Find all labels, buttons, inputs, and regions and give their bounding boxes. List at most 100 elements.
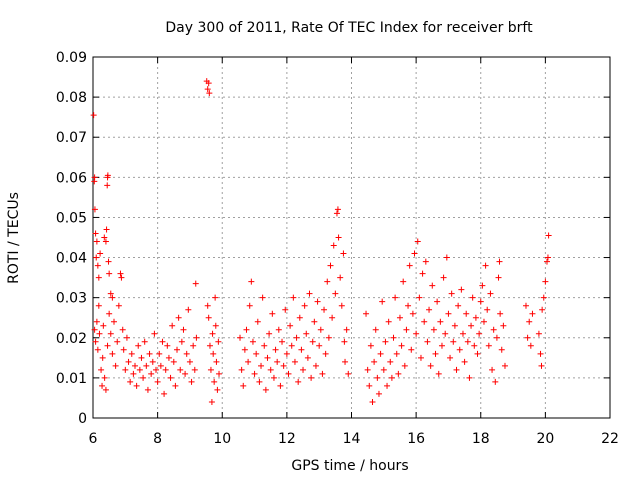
data-points bbox=[90, 78, 552, 405]
data-point bbox=[207, 366, 214, 373]
data-point bbox=[97, 250, 104, 257]
data-point bbox=[447, 354, 454, 361]
y-tick-label: 0.06 bbox=[56, 170, 87, 186]
data-point bbox=[212, 294, 219, 301]
data-point bbox=[93, 238, 100, 245]
data-point bbox=[99, 382, 106, 389]
data-point bbox=[492, 378, 499, 385]
x-tick-label: 10 bbox=[213, 431, 231, 447]
data-point bbox=[96, 330, 103, 337]
data-point bbox=[95, 274, 102, 281]
data-point bbox=[253, 350, 260, 357]
data-point bbox=[403, 326, 410, 333]
data-point bbox=[141, 338, 148, 345]
data-point bbox=[125, 358, 132, 365]
data-point bbox=[277, 382, 284, 389]
data-point bbox=[455, 302, 462, 309]
data-point bbox=[109, 294, 116, 301]
data-point bbox=[501, 362, 508, 369]
data-point bbox=[214, 386, 221, 393]
data-point bbox=[445, 310, 452, 317]
data-point bbox=[117, 270, 124, 277]
data-point bbox=[178, 338, 185, 345]
data-point bbox=[154, 378, 161, 385]
axis-ticks: 6 8 10 12 14 16 18 20 22 0 0.01 0.02 0.03 0.04 0.05 0.0… bbox=[56, 50, 619, 447]
data-point bbox=[172, 382, 179, 389]
y-tick-label: 0.05 bbox=[56, 210, 87, 226]
data-point bbox=[325, 334, 332, 341]
data-point bbox=[279, 338, 286, 345]
data-point bbox=[146, 350, 153, 357]
y-tick-label: 0.07 bbox=[56, 130, 87, 146]
data-point bbox=[114, 338, 121, 345]
data-point bbox=[496, 258, 503, 265]
data-point bbox=[309, 338, 316, 345]
data-point bbox=[317, 326, 324, 333]
data-point bbox=[290, 294, 297, 301]
data-point bbox=[293, 334, 300, 341]
data-point bbox=[401, 362, 408, 369]
data-point bbox=[153, 366, 160, 373]
data-point bbox=[366, 382, 373, 389]
data-point bbox=[161, 390, 168, 397]
data-point bbox=[544, 254, 551, 261]
data-point bbox=[459, 330, 466, 337]
data-point bbox=[174, 346, 181, 353]
data-point bbox=[440, 274, 447, 281]
data-point bbox=[427, 362, 434, 369]
data-point bbox=[180, 326, 187, 333]
data-point bbox=[167, 374, 174, 381]
data-point bbox=[497, 310, 504, 317]
x-axis-label: GPS time / hours bbox=[291, 458, 408, 474]
data-point bbox=[450, 338, 457, 345]
data-point bbox=[143, 362, 150, 369]
data-point bbox=[206, 342, 213, 349]
data-point bbox=[104, 172, 111, 179]
data-point bbox=[384, 382, 391, 389]
data-point bbox=[311, 318, 318, 325]
data-point bbox=[164, 342, 171, 349]
data-point bbox=[215, 338, 222, 345]
data-point bbox=[151, 330, 158, 337]
data-point bbox=[406, 262, 413, 269]
data-point bbox=[424, 338, 431, 345]
data-point bbox=[144, 386, 151, 393]
data-point bbox=[107, 290, 114, 297]
data-point bbox=[272, 346, 279, 353]
data-point bbox=[275, 326, 282, 333]
data-point bbox=[296, 314, 303, 321]
data-point bbox=[422, 258, 429, 265]
data-point bbox=[535, 330, 542, 337]
data-point bbox=[448, 290, 455, 297]
data-point bbox=[500, 322, 507, 329]
data-point bbox=[477, 298, 484, 305]
data-point bbox=[434, 298, 441, 305]
data-point bbox=[308, 374, 315, 381]
data-point bbox=[133, 382, 140, 389]
data-point bbox=[314, 298, 321, 305]
data-point bbox=[443, 254, 450, 261]
data-point bbox=[104, 182, 111, 189]
data-point bbox=[204, 302, 211, 309]
data-point bbox=[363, 310, 370, 317]
data-point bbox=[270, 374, 277, 381]
data-point bbox=[411, 250, 418, 257]
data-point bbox=[542, 278, 549, 285]
y-tick-label: 0.01 bbox=[56, 371, 87, 387]
data-point bbox=[264, 354, 271, 361]
data-point bbox=[256, 378, 263, 385]
data-point bbox=[543, 258, 550, 265]
data-point bbox=[280, 362, 287, 369]
data-point bbox=[92, 338, 99, 345]
data-point bbox=[192, 280, 199, 287]
x-tick-label: 22 bbox=[601, 431, 619, 447]
data-point bbox=[177, 366, 184, 373]
data-point bbox=[340, 250, 347, 257]
data-point bbox=[538, 362, 545, 369]
data-point bbox=[213, 358, 220, 365]
data-point bbox=[138, 354, 145, 361]
y-tick-label: 0 bbox=[78, 411, 87, 427]
data-point bbox=[372, 326, 379, 333]
data-point bbox=[156, 350, 163, 357]
data-point bbox=[371, 358, 378, 365]
